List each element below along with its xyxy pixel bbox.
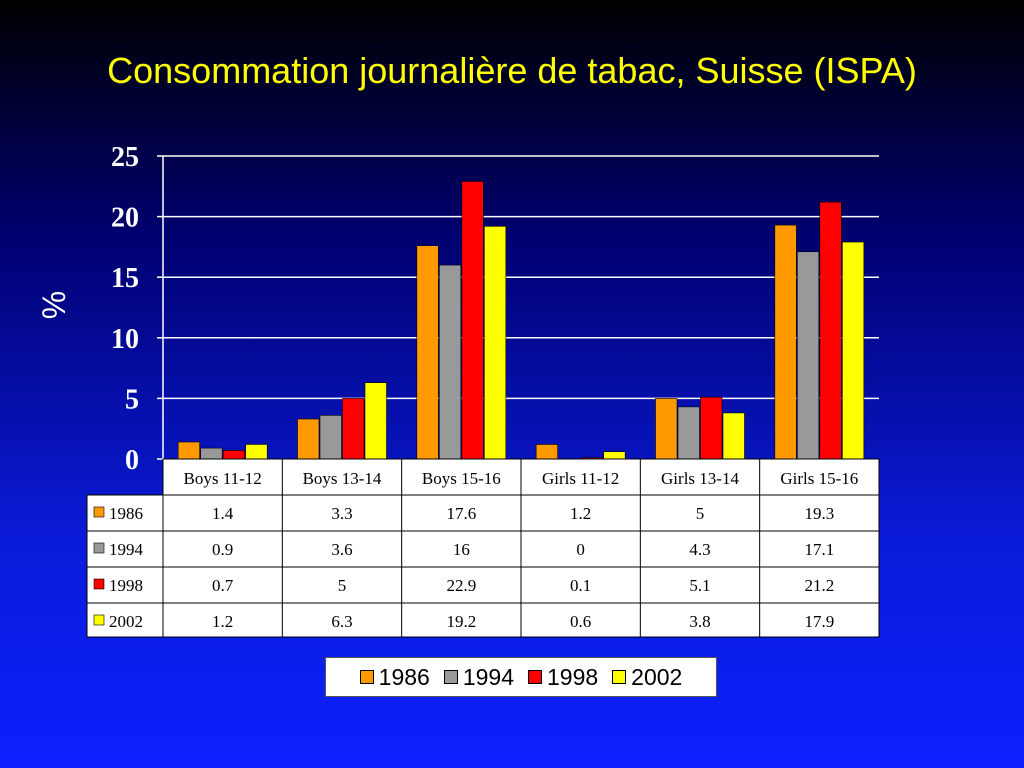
legend-swatch xyxy=(443,670,458,684)
table-legend-swatch xyxy=(93,542,105,554)
legend-item: 1994 xyxy=(443,663,514,691)
x-tick-label: Girls 13-14 xyxy=(661,469,739,488)
bar xyxy=(200,447,223,460)
table-cell: 3.8 xyxy=(689,612,710,631)
table-row-label: 2002 xyxy=(109,612,143,631)
bar xyxy=(297,418,320,460)
table-cell: 22.9 xyxy=(446,576,476,595)
table-body-bg xyxy=(86,494,880,638)
bar xyxy=(439,264,462,460)
table-cell: 3.6 xyxy=(331,540,352,559)
table-legend-swatch xyxy=(93,578,105,590)
y-tick-label: 25 xyxy=(111,142,139,173)
table-cell: 17.6 xyxy=(446,504,476,523)
bar xyxy=(700,396,723,460)
x-tick-label: Girls 15-16 xyxy=(780,469,858,488)
table-cell: 19.3 xyxy=(804,504,834,523)
bar xyxy=(245,444,268,460)
table-legend-swatch xyxy=(93,506,105,518)
legend: 1986 1994 1998 2002 xyxy=(325,657,717,697)
bar xyxy=(722,412,745,460)
bar xyxy=(677,406,700,460)
x-tick-label: Boys 13-14 xyxy=(303,469,382,488)
legend-item: 2002 xyxy=(612,664,682,691)
legend-item: 1998 xyxy=(528,664,598,691)
table-legend-swatch xyxy=(93,614,105,626)
bar xyxy=(655,398,678,460)
legend-swatch xyxy=(528,670,542,684)
bar xyxy=(342,398,365,460)
table-cell: 1.4 xyxy=(212,504,234,523)
legend-item: 1986 xyxy=(359,663,430,691)
table-cell: 0.7 xyxy=(212,576,234,595)
table-cell: 4.3 xyxy=(689,540,710,559)
table-row-label: 1998 xyxy=(109,576,143,595)
bar xyxy=(319,415,342,460)
bar xyxy=(603,451,626,460)
table-cell: 17.1 xyxy=(804,540,834,559)
table-cell: 1.2 xyxy=(570,504,591,523)
table-cell: 5 xyxy=(696,504,705,523)
table-cell: 0.9 xyxy=(212,540,233,559)
y-tick-label: 10 xyxy=(111,324,139,355)
x-tick-label: Boys 15-16 xyxy=(422,469,501,488)
table-cell: 16 xyxy=(453,540,470,559)
legend-label: 1986 xyxy=(378,663,430,690)
bar xyxy=(774,224,797,460)
y-tick-label: 0 xyxy=(125,445,139,476)
bar xyxy=(364,382,387,460)
bar xyxy=(461,181,484,460)
y-tick-label: 5 xyxy=(125,384,139,415)
bar xyxy=(819,201,842,460)
legend-swatch xyxy=(612,670,627,684)
table-cell: 3.3 xyxy=(331,504,352,523)
bar xyxy=(177,441,200,460)
legend-label: 1994 xyxy=(462,663,514,690)
table-cell: 1.2 xyxy=(212,612,233,631)
bar xyxy=(222,450,245,460)
bar xyxy=(535,444,558,460)
bar-chart: 0 5 10 15 20 25 Boys 11-12 Boys 13-14 Boys 15-16… xyxy=(86,142,880,638)
table-cell: 21.2 xyxy=(804,576,834,595)
legend-label: 1998 xyxy=(547,663,599,690)
y-tick-label: 15 xyxy=(111,263,139,294)
table-cell: 6.3 xyxy=(331,612,352,631)
table-row-label: 1986 xyxy=(109,504,143,523)
table-cell: 0.1 xyxy=(570,576,591,595)
table-cell: 0.6 xyxy=(570,612,591,631)
bar xyxy=(484,225,507,460)
table-cell: 5 xyxy=(338,576,347,595)
table-cell: 0 xyxy=(576,540,585,559)
table-cell: 19.2 xyxy=(446,612,476,631)
legend-label: 2002 xyxy=(631,663,683,690)
table-cell: 5.1 xyxy=(689,576,710,595)
legend-swatch xyxy=(359,670,374,684)
bar xyxy=(416,245,439,460)
x-tick-label: Boys 11-12 xyxy=(184,469,262,488)
table-row-label: 1994 xyxy=(109,540,144,559)
bar xyxy=(842,241,865,460)
x-tick-label: Girls 11-12 xyxy=(542,469,619,488)
y-tick-label: 20 xyxy=(111,203,139,234)
chart-title: Consommation journalière de tabac, Suiss… xyxy=(107,50,917,91)
table-cell: 17.9 xyxy=(804,612,834,631)
bar xyxy=(797,251,820,460)
